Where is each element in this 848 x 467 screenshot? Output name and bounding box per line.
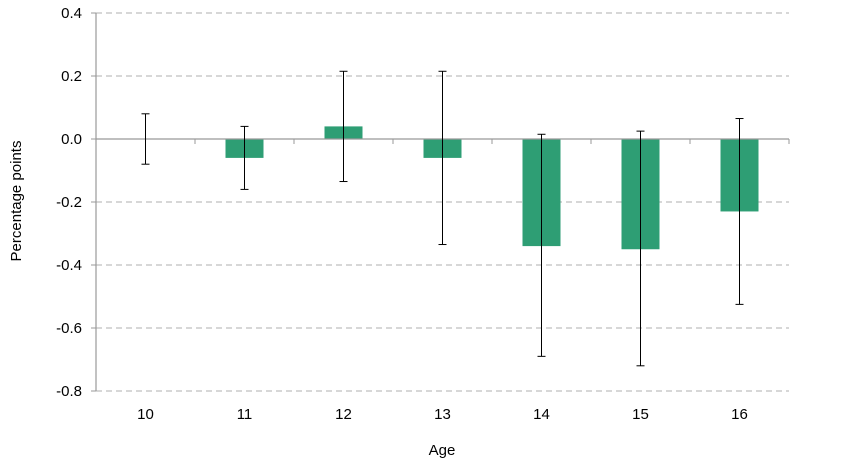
error-bar-age-10 — [141, 113, 150, 165]
y-tick-label: -0.2 — [56, 194, 82, 211]
y-tick-labels: 0.4 0.2 0.0 -0.2 -0.4 -0.6 -0.8 — [56, 5, 82, 400]
error-bar-age-11 — [240, 125, 249, 190]
x-tick-label: 12 — [335, 406, 352, 423]
error-bar-age-14 — [537, 133, 546, 357]
x-tick-labels: 10 11 12 13 14 15 16 — [137, 406, 748, 423]
x-tick-label: 15 — [632, 406, 649, 423]
x-axis-title: Age — [429, 442, 456, 459]
y-tick-label: 0.4 — [61, 5, 82, 22]
y-axis-title: Percentage points — [8, 141, 25, 262]
error-bar-age-15 — [636, 130, 645, 367]
y-tick-label: -0.6 — [56, 320, 82, 337]
y-tick-label: 0.2 — [61, 68, 82, 85]
error-bar-age-12 — [339, 70, 348, 183]
x-tick-label: 16 — [731, 406, 748, 423]
gridlines — [96, 12, 789, 392]
error-bars — [141, 70, 744, 367]
y-tick-label: 0.0 — [61, 131, 82, 148]
y-tick-label: -0.8 — [56, 383, 82, 400]
error-bar-age-16 — [735, 118, 744, 305]
bars — [225, 126, 759, 250]
x-tick-label: 10 — [137, 406, 154, 423]
x-tick-label: 11 — [237, 406, 253, 423]
error-bar-age-13 — [438, 70, 447, 246]
x-tick-label: 14 — [533, 406, 550, 423]
x-tick-label: 13 — [434, 406, 451, 423]
y-tick-label: -0.4 — [56, 257, 82, 274]
